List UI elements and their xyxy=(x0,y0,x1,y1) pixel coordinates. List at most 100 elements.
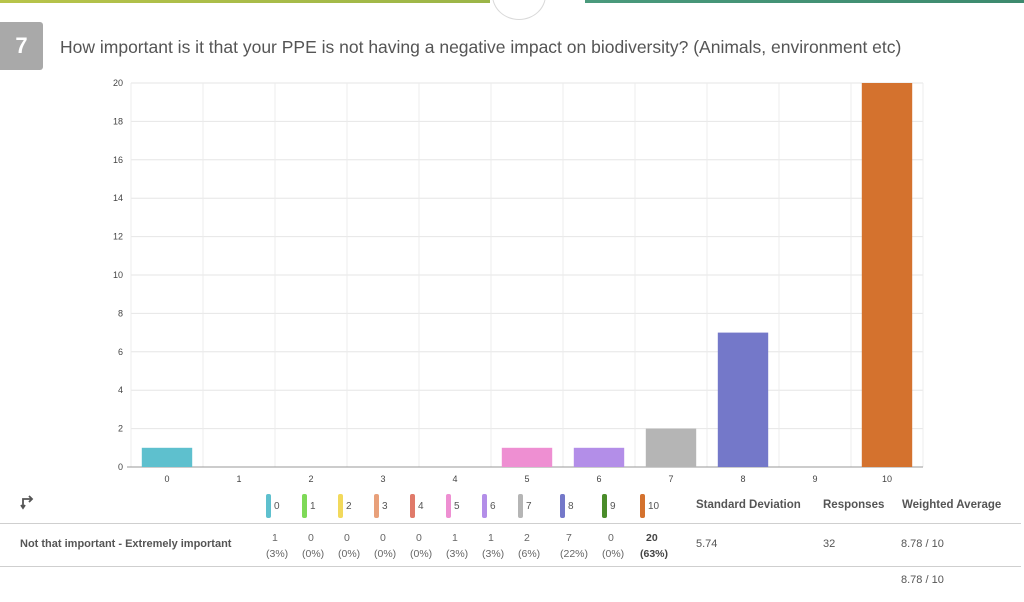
cell-count: 7 xyxy=(566,532,572,544)
legend-label: 4 xyxy=(418,500,424,512)
legend-label: 0 xyxy=(274,500,280,512)
legend-swatch xyxy=(374,494,379,518)
legend-item-2[interactable]: 2 xyxy=(338,492,352,520)
legend-label: 6 xyxy=(490,500,496,512)
row-label: Not that important - Extremely important xyxy=(20,538,232,550)
cell-count: 1 xyxy=(452,532,458,544)
header-responses: Responses xyxy=(823,499,885,511)
legend-item-10[interactable]: 10 xyxy=(640,492,659,520)
table-cell-7: 2 (6%) xyxy=(518,530,540,562)
legend-item-9[interactable]: 9 xyxy=(602,492,616,520)
table-cell-4: 0 (0%) xyxy=(410,530,432,562)
x-tick-label: 1 xyxy=(236,474,241,484)
bar-10 xyxy=(861,83,913,467)
legend-swatch xyxy=(602,494,607,518)
table-cell-1: 0 (0%) xyxy=(302,530,324,562)
y-tick-label: 6 xyxy=(118,347,123,357)
legend-item-6[interactable]: 6 xyxy=(482,492,496,520)
cell-percent: (0%) xyxy=(602,548,625,560)
x-tick-label: 8 xyxy=(740,474,745,484)
cell-count: 0 xyxy=(308,532,314,544)
legend-swatch xyxy=(640,494,645,518)
legend-label: 2 xyxy=(346,500,352,512)
legend-item-1[interactable]: 1 xyxy=(302,492,316,520)
cell-percent: (3%) xyxy=(446,548,469,560)
y-tick-label: 18 xyxy=(113,116,123,126)
x-tick-label: 3 xyxy=(380,474,385,484)
legend-swatch xyxy=(410,494,415,518)
legend-swatch xyxy=(518,494,523,518)
table-cell-9: 0 (0%) xyxy=(602,530,624,562)
cell-percent: (63%) xyxy=(640,548,669,560)
legend-swatch xyxy=(446,494,451,518)
y-tick-label: 12 xyxy=(113,232,123,242)
top-accent-right xyxy=(585,0,1024,3)
y-tick-label: 0 xyxy=(118,462,123,472)
x-tick-label: 0 xyxy=(164,474,169,484)
cell-percent: (0%) xyxy=(374,548,397,560)
legend-label: 3 xyxy=(382,500,388,512)
cell-count: 20 xyxy=(646,532,658,544)
table-divider-top xyxy=(0,523,1021,524)
question-number-badge: 7 xyxy=(0,22,43,70)
legend-item-7[interactable]: 7 xyxy=(518,492,532,520)
legend-swatch xyxy=(338,494,343,518)
legend-item-0[interactable]: 0 xyxy=(266,492,280,520)
cell-count: 0 xyxy=(344,532,350,544)
x-tick-label: 7 xyxy=(668,474,673,484)
legend-item-3[interactable]: 3 xyxy=(374,492,388,520)
cell-percent: (6%) xyxy=(518,548,541,560)
x-tick-label: 9 xyxy=(812,474,817,484)
legend-swatch xyxy=(560,494,565,518)
x-tick-label: 4 xyxy=(452,474,457,484)
swap-icon[interactable] xyxy=(20,494,36,510)
bar-5 xyxy=(501,447,553,467)
y-tick-label: 2 xyxy=(118,424,123,434)
cell-percent: (0%) xyxy=(302,548,325,560)
x-tick-label: 6 xyxy=(596,474,601,484)
top-accent-left xyxy=(0,0,490,3)
legend-item-4[interactable]: 4 xyxy=(410,492,424,520)
table-cell-6: 1 (3%) xyxy=(482,530,504,562)
responses-value: 32 xyxy=(823,538,836,550)
cell-count: 1 xyxy=(272,532,278,544)
cell-count: 1 xyxy=(488,532,494,544)
y-tick-label: 8 xyxy=(118,308,123,318)
legend-item-8[interactable]: 8 xyxy=(560,492,574,520)
cell-count: 2 xyxy=(524,532,530,544)
weighted-average-total: 8.78 / 10 xyxy=(901,574,944,586)
legend-item-5[interactable]: 5 xyxy=(446,492,460,520)
table-cell-3: 0 (0%) xyxy=(374,530,396,562)
table-cell-10: 20 (63%) xyxy=(640,530,668,562)
legend-label: 5 xyxy=(454,500,460,512)
cell-percent: (0%) xyxy=(338,548,361,560)
legend-swatch xyxy=(302,494,307,518)
header-weighted-average: Weighted Average xyxy=(902,499,1002,511)
cell-percent: (0%) xyxy=(410,548,433,560)
bar-8 xyxy=(717,332,769,467)
table-cell-2: 0 (0%) xyxy=(338,530,360,562)
legend-label: 8 xyxy=(568,500,574,512)
bar-6 xyxy=(573,447,625,467)
y-tick-label: 10 xyxy=(113,270,123,280)
legend-swatch xyxy=(266,494,271,518)
header-standard-deviation: Standard Deviation xyxy=(696,499,801,511)
cell-count: 0 xyxy=(416,532,422,544)
x-tick-label: 5 xyxy=(524,474,529,484)
legend-label: 1 xyxy=(310,500,316,512)
legend-label: 9 xyxy=(610,500,616,512)
x-tick-label: 10 xyxy=(882,474,892,484)
cell-count: 0 xyxy=(608,532,614,544)
legend-label: 10 xyxy=(648,500,660,512)
x-tick-label: 2 xyxy=(308,474,313,484)
y-tick-label: 16 xyxy=(113,155,123,165)
y-tick-label: 4 xyxy=(118,385,123,395)
cell-percent: (3%) xyxy=(266,548,289,560)
bar-7 xyxy=(645,428,697,467)
table-cell-5: 1 (3%) xyxy=(446,530,468,562)
legend-swatch xyxy=(482,494,487,518)
y-tick-label: 20 xyxy=(113,78,123,88)
bar-0 xyxy=(141,447,193,467)
cell-count: 0 xyxy=(380,532,386,544)
